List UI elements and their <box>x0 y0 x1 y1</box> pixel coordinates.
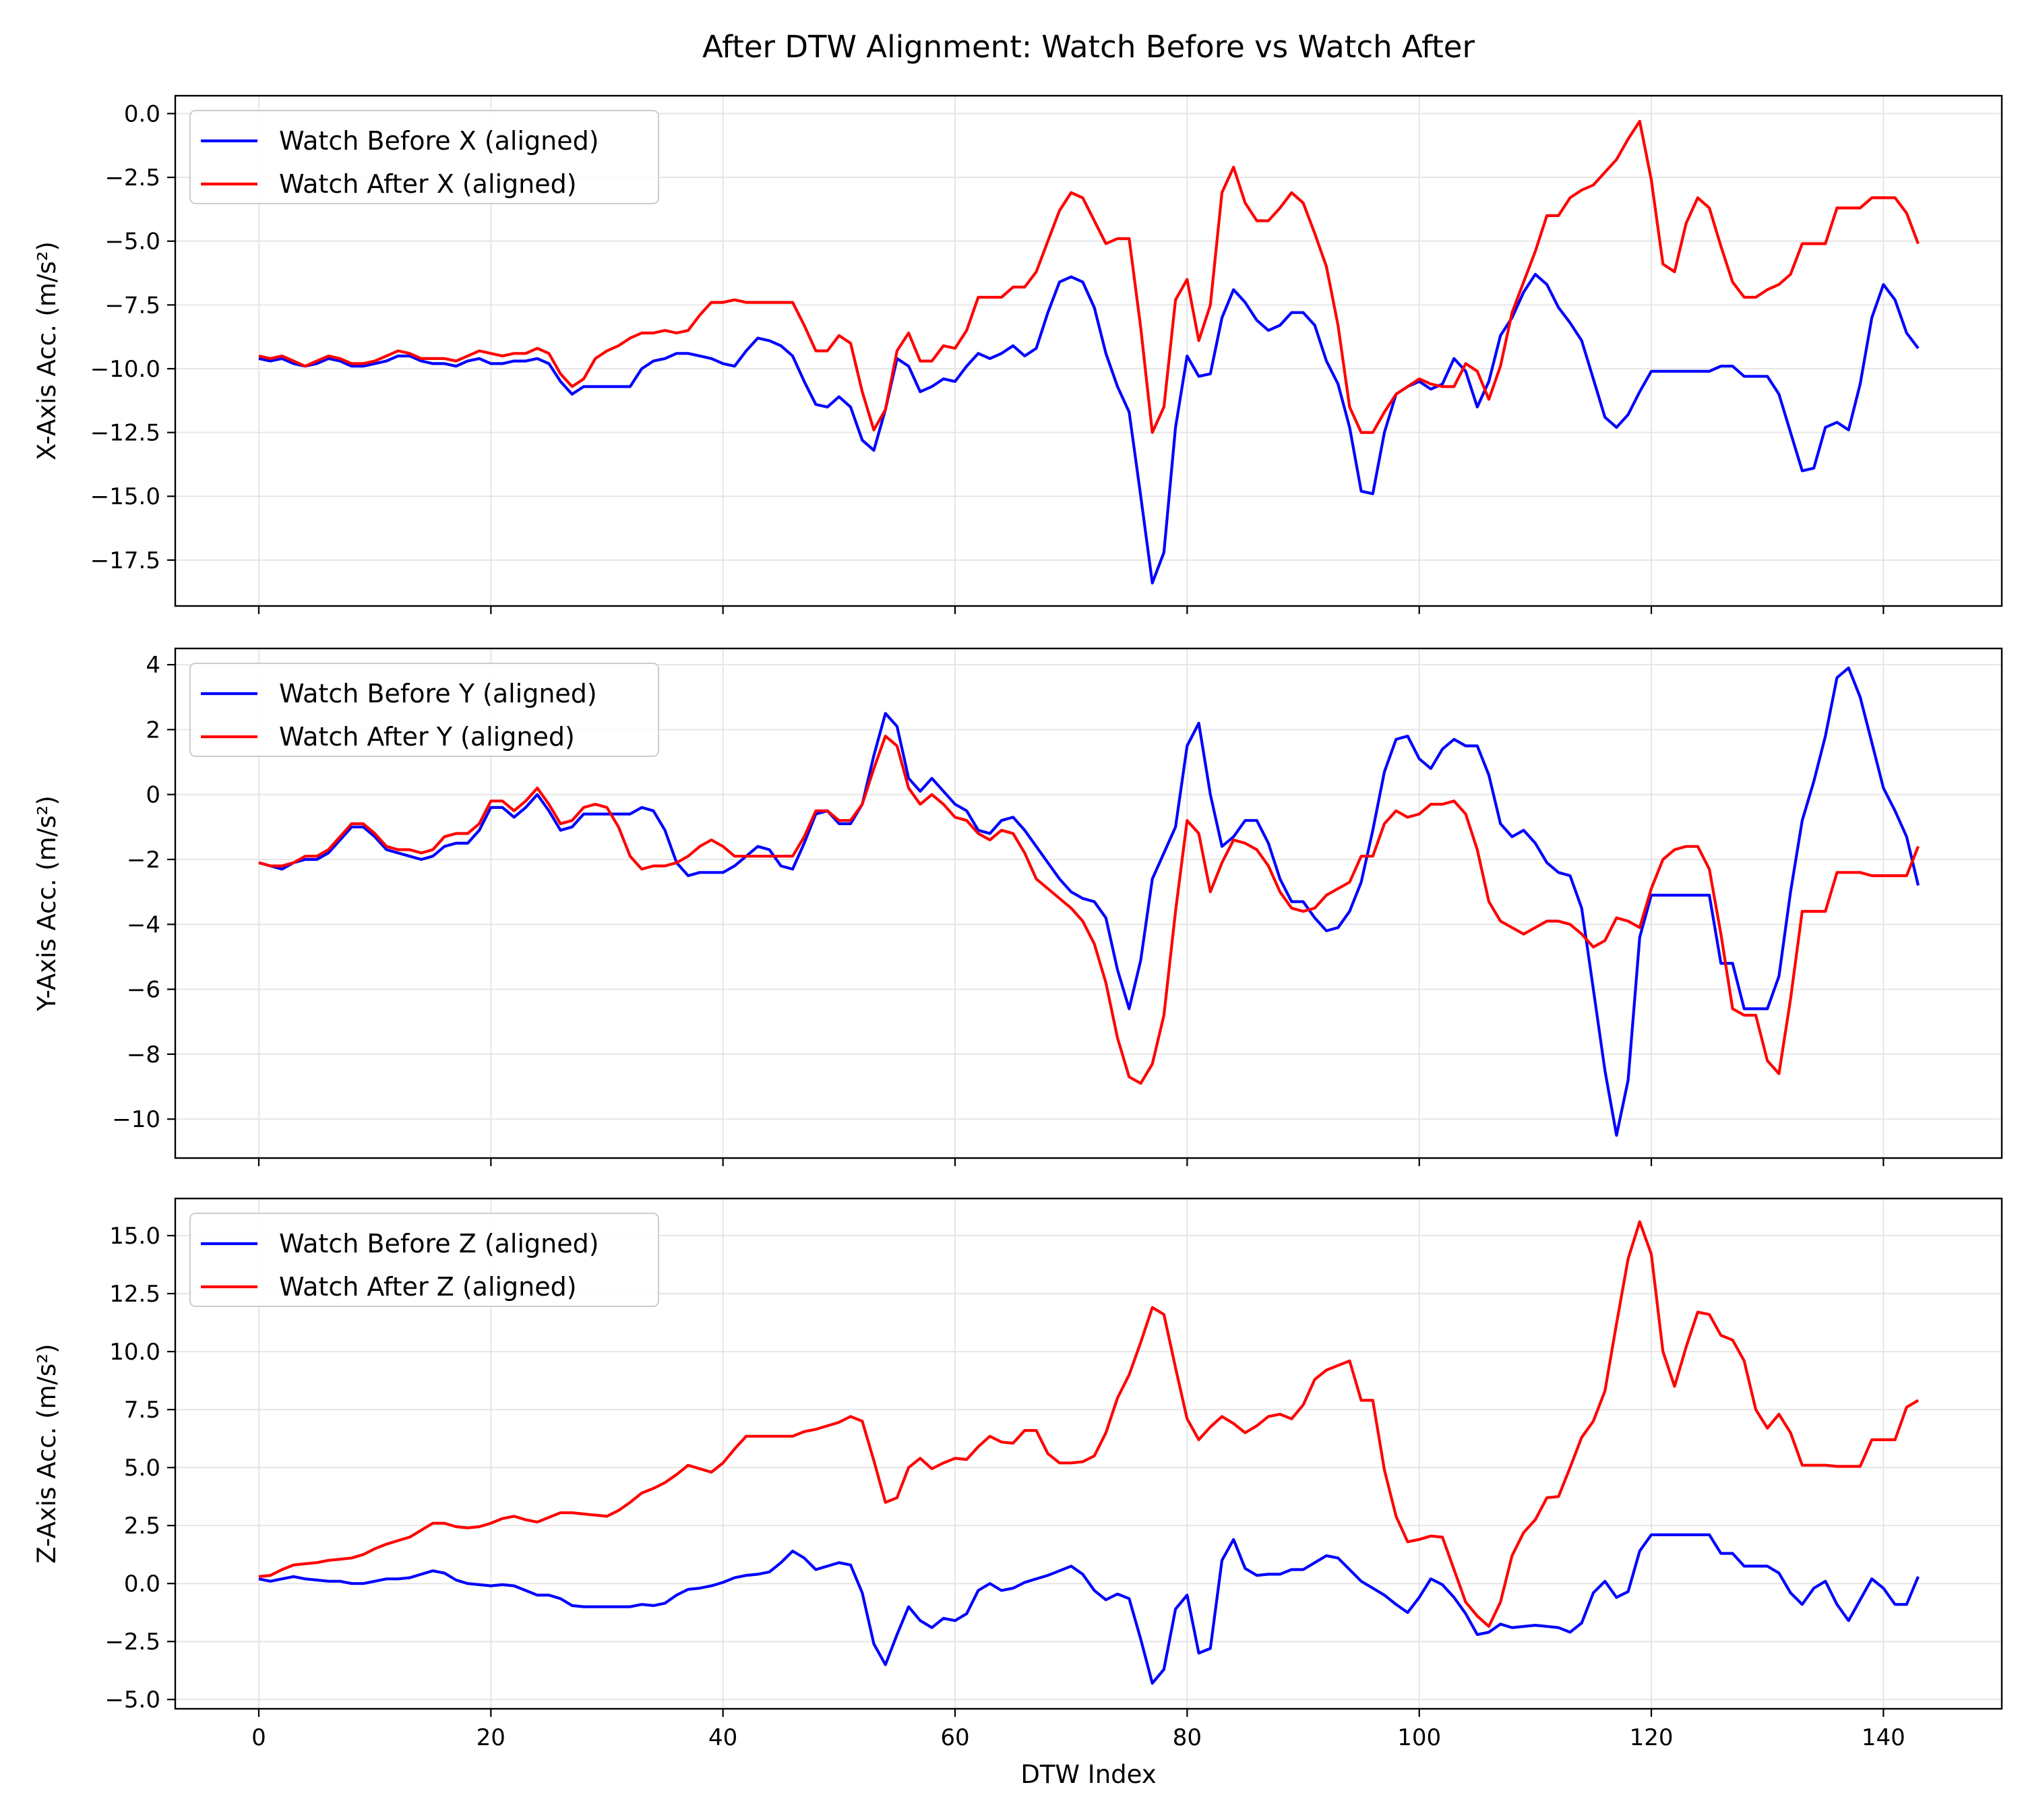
x-tick-label: 140 <box>1862 1724 1905 1751</box>
y-axis-label: X-Axis Acc. (m/s²) <box>32 241 61 460</box>
x-tick-label: 40 <box>708 1724 737 1751</box>
y-tick-label: 7.5 <box>124 1397 160 1424</box>
y-tick-label: −10 <box>112 1106 160 1133</box>
y-axis-label: Z-Axis Acc. (m/s²) <box>32 1343 61 1563</box>
legend-label: Watch After Z (aligned) <box>279 1272 577 1302</box>
y-axis-label: Y-Axis Acc. (m/s²) <box>32 795 61 1012</box>
y-tick-label: 5.0 <box>124 1455 160 1482</box>
legend-label: Watch After Y (aligned) <box>279 722 575 752</box>
legend-box <box>189 1213 659 1307</box>
series-line-1 <box>258 1533 1920 1685</box>
y-tick-label: 0.0 <box>124 1571 160 1598</box>
series-line-2 <box>258 1220 1920 1628</box>
y-tick-label: −4 <box>127 911 160 938</box>
panel-3: 0 20 40 60 80 100 120 140 15.0 12.5 10.0 7.5 5.0 2.5 0… <box>32 1197 2003 1789</box>
x-tick-label: 20 <box>477 1724 506 1751</box>
y-tick-label: −12.5 <box>90 420 160 447</box>
y-tick-label: −5.0 <box>104 1687 160 1713</box>
y-tick-label: −10.0 <box>90 356 160 383</box>
y-tick-label: −15.0 <box>90 483 160 510</box>
y-tick-label: −2 <box>127 847 160 874</box>
legend-label: Watch Before X (aligned) <box>279 126 599 156</box>
axes-frame <box>174 1197 2003 1710</box>
x-tick-label: 120 <box>1630 1724 1674 1751</box>
x-tick-label: 0 <box>251 1724 266 1751</box>
legend-box <box>189 663 659 757</box>
x-tick-label: 80 <box>1173 1724 1202 1751</box>
y-tick-label: −2.5 <box>104 1629 160 1656</box>
y-tick-label: 0 <box>146 782 160 809</box>
x-tick-label: 100 <box>1397 1724 1441 1751</box>
x-tick-label: 60 <box>940 1724 969 1751</box>
series-line-2 <box>258 734 1920 1085</box>
y-tick-label: −17.5 <box>90 547 160 574</box>
panel-2: 4 2 0 −2 −4 −6 −8 −10 Y-Axis Acc. (m/s²) Watch Be… <box>32 647 2003 1166</box>
grid-lines <box>175 1199 2002 1709</box>
legend-box <box>189 110 659 204</box>
figure-title: After DTW Alignment: Watch Before vs Wat… <box>702 29 1475 65</box>
axes-frame <box>174 94 2003 607</box>
panel-1: 0.0 −2.5 −5.0 −7.5 −10.0 −12.5 −15.0 −17.5 X-Axi… <box>32 94 2003 614</box>
legend: Watch Before Y (aligned) Watch After Y (a… <box>189 663 659 757</box>
y-tick-label: −7.5 <box>104 292 160 319</box>
panels: 0.0 −2.5 −5.0 −7.5 −10.0 −12.5 −15.0 −17.5 X-Axi… <box>32 94 2003 1789</box>
series-line-2 <box>258 119 1920 434</box>
y-tick-label: 4 <box>146 652 160 679</box>
grid-lines <box>175 96 2002 606</box>
legend: Watch Before X (aligned) Watch After X (a… <box>189 110 659 204</box>
y-tick-label: 0.0 <box>124 100 160 127</box>
legend-label: Watch Before Y (aligned) <box>279 679 597 708</box>
series-line-1 <box>258 272 1920 584</box>
y-tick-label: 12.5 <box>109 1281 160 1308</box>
axes-frame <box>174 647 2003 1159</box>
y-tick-label: 2.5 <box>124 1513 160 1540</box>
y-tick-label: −6 <box>127 977 160 1004</box>
y-tick-label: 10.0 <box>109 1339 160 1366</box>
legend: Watch Before Z (aligned) Watch After Z (a… <box>189 1213 659 1307</box>
y-tick-label: 15.0 <box>109 1223 160 1250</box>
legend-label: Watch Before Z (aligned) <box>279 1229 599 1258</box>
y-tick-label: −2.5 <box>104 164 160 191</box>
y-tick-label: −5.0 <box>104 229 160 255</box>
series-line-1 <box>258 666 1920 1137</box>
x-axis-label: DTW Index <box>1020 1760 1156 1789</box>
y-tick-label: −8 <box>127 1041 160 1068</box>
legend-label: Watch After X (aligned) <box>279 169 577 199</box>
y-tick-label: 2 <box>146 717 160 744</box>
